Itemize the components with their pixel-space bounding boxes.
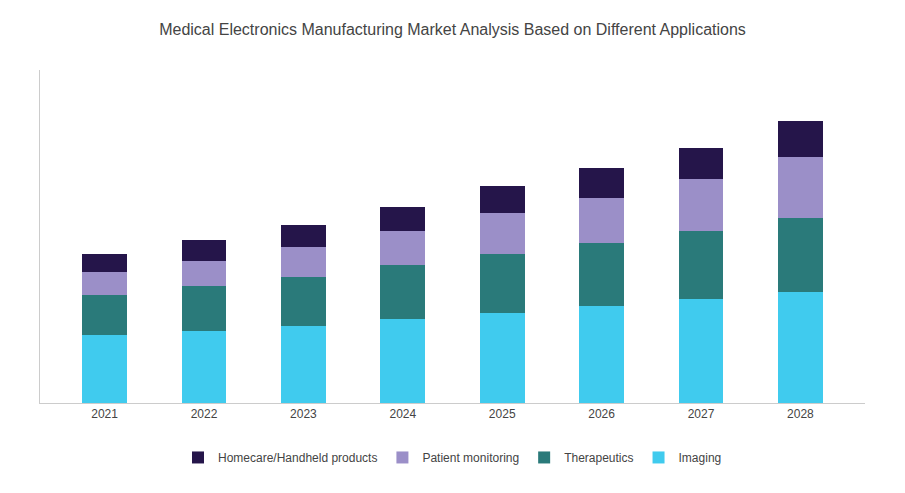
svg-text:2023: 2023 bbox=[290, 407, 317, 421]
svg-text:2026: 2026 bbox=[588, 407, 615, 421]
svg-text:Patient monitoring: Patient monitoring bbox=[422, 451, 519, 465]
svg-text:Therapeutics: Therapeutics bbox=[564, 451, 633, 465]
svg-text:2024: 2024 bbox=[389, 407, 416, 421]
svg-text:2025: 2025 bbox=[489, 407, 516, 421]
svg-text:2022: 2022 bbox=[191, 407, 218, 421]
svg-text:2028: 2028 bbox=[787, 407, 814, 421]
svg-text:Homecare/Handheld products: Homecare/Handheld products bbox=[218, 451, 377, 465]
svg-text:2021: 2021 bbox=[91, 407, 118, 421]
svg-text:Imaging: Imaging bbox=[679, 451, 722, 465]
svg-text:Medical Electronics Manufactur: Medical Electronics Manufacturing Market… bbox=[159, 21, 746, 38]
svg-text:2027: 2027 bbox=[688, 407, 715, 421]
